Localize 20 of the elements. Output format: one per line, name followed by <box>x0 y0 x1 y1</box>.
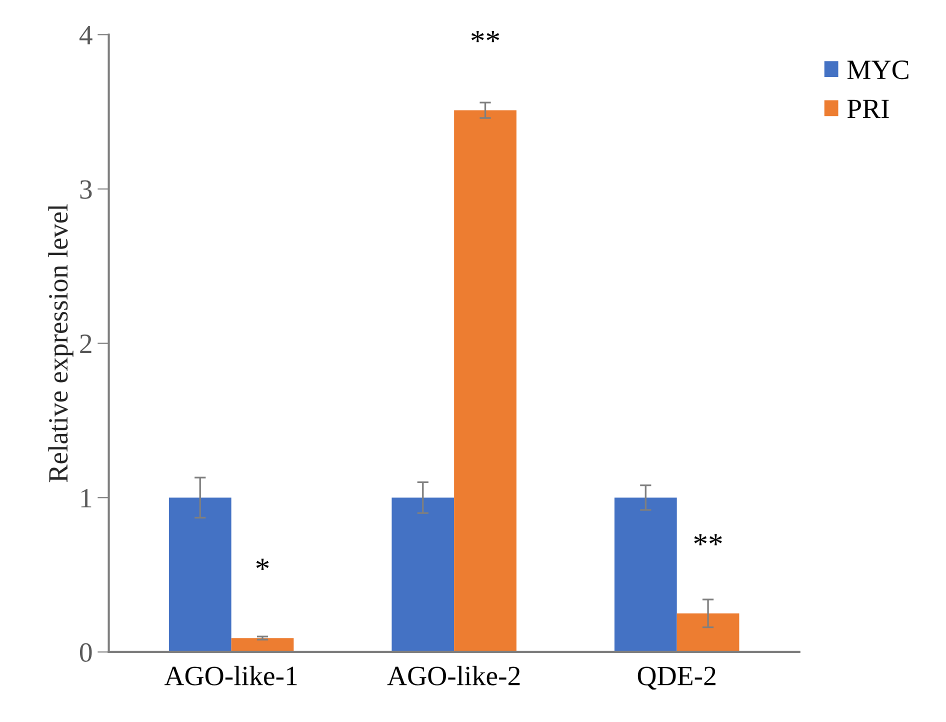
bar <box>231 638 294 652</box>
bar <box>168 498 232 652</box>
y-tick-label: 2 <box>80 334 92 353</box>
y-tick-label: 0 <box>80 643 92 662</box>
x-tick-label: QDE-2 <box>638 666 716 690</box>
legend-label: PRI <box>847 100 889 118</box>
annotation: ** <box>471 30 500 42</box>
bar <box>676 613 740 652</box>
y-tick-label: 1 <box>81 488 92 508</box>
bar <box>614 498 677 652</box>
y-tick-label: 4 <box>79 26 92 44</box>
y-tick-label: 3 <box>80 180 92 199</box>
annotation: * <box>256 558 269 570</box>
y-axis-title: Relative expression level <box>48 204 74 482</box>
bar <box>454 110 516 652</box>
legend-label: MYC <box>847 60 908 80</box>
x-tick-label: AGO-like-2 <box>387 666 520 686</box>
x-tick-label: AGO-like-1 <box>164 666 297 686</box>
annotation: ** <box>694 534 722 546</box>
bar <box>392 498 454 652</box>
